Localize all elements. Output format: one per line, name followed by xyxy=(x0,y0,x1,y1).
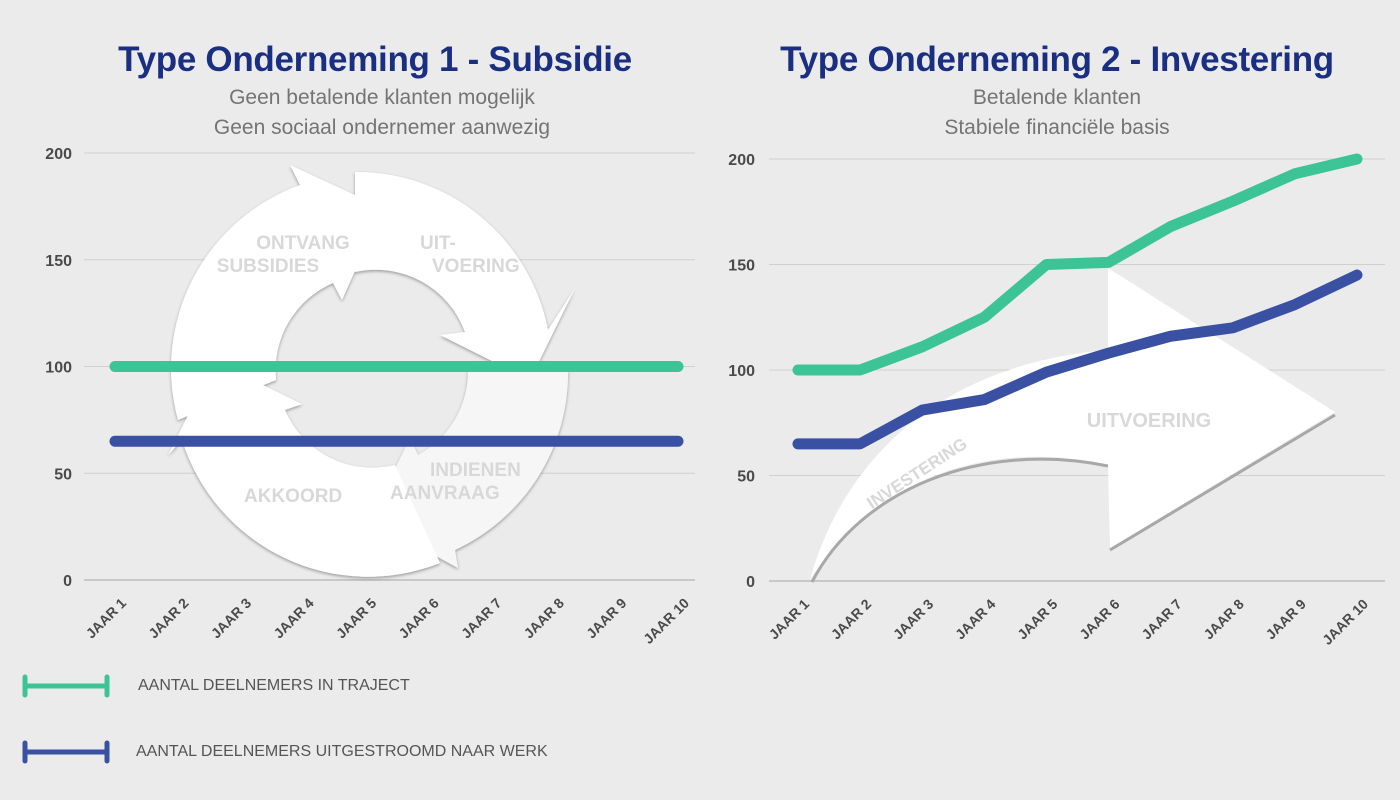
cycle-arrow-bottom-left xyxy=(168,362,440,577)
cycle-arrows-graphic: ONTVANG SUBSIDIES UIT- VOERING INDIENEN … xyxy=(168,165,575,577)
y-tick-label: 150 xyxy=(728,258,755,275)
y-tick-label: 0 xyxy=(746,574,755,591)
cycle-label-subsidies: SUBSIDIES xyxy=(217,256,319,277)
left-chart-subtitle-1: Geen betalende klanten mogelijk xyxy=(229,86,535,109)
x-tick-label: JAAR 9 xyxy=(583,595,630,642)
right-chart-y-axis: 0 50 100 150 200 xyxy=(728,152,755,591)
x-tick-label: JAAR 2 xyxy=(145,595,192,642)
cycle-label-akkoord: AKKOORD xyxy=(244,486,342,507)
series-line-uitgestroomd xyxy=(792,269,1363,450)
right-chart-title: Type Onderneming 2 - Investering xyxy=(780,40,1334,79)
x-tick-label: JAAR 3 xyxy=(890,596,937,643)
series-line-traject xyxy=(792,153,1363,376)
cycle-label-indienen: INDIENEN xyxy=(430,460,521,481)
cycle-arrow-top-left xyxy=(171,165,383,420)
legend-item-traject: AANTAL DEELNEMERS IN TRAJECT xyxy=(22,674,410,698)
arrow-label-uitvoering: UITVOERING xyxy=(1087,410,1211,432)
x-tick-label: JAAR 2 xyxy=(828,596,875,643)
x-tick-label: JAAR 1 xyxy=(766,596,813,643)
y-tick-label: 150 xyxy=(45,253,72,270)
y-tick-label: 100 xyxy=(45,360,72,377)
legend-swatch-blue xyxy=(22,740,110,764)
x-tick-label: JAAR 4 xyxy=(952,596,999,643)
left-chart-title: Type Onderneming 1 - Subsidie xyxy=(118,40,632,79)
x-tick-label: JAAR 10 xyxy=(1319,596,1371,648)
y-tick-label: 0 xyxy=(63,573,72,590)
cycle-arrow-top-right xyxy=(355,171,575,380)
investment-arrow-shape xyxy=(810,268,1335,580)
investment-arrow-shadow-curve xyxy=(810,457,1109,583)
investment-arrow-shadow-edge xyxy=(1109,413,1336,552)
x-tick-label: JAAR 7 xyxy=(1138,596,1185,643)
x-tick-label: JAAR 9 xyxy=(1262,596,1309,643)
x-tick-label: JAAR 5 xyxy=(333,595,380,642)
cycle-label-uit: UIT- xyxy=(420,233,456,254)
right-chart-subtitle-2: Stabiele financiële basis xyxy=(944,116,1170,139)
left-chart-y-axis: 0 50 100 150 200 xyxy=(45,146,72,590)
x-tick-label: JAAR 6 xyxy=(395,595,442,642)
x-tick-label: JAAR 1 xyxy=(83,595,130,642)
y-tick-label: 50 xyxy=(737,469,755,486)
cycle-label-aanvraag: AANVRAAG xyxy=(390,483,500,504)
legend-label-traject: AANTAL DEELNEMERS IN TRAJECT xyxy=(138,677,410,694)
x-tick-label: JAAR 8 xyxy=(520,595,567,642)
x-tick-label: JAAR 10 xyxy=(640,595,692,647)
x-tick-label: JAAR 6 xyxy=(1076,596,1123,643)
x-tick-label: JAAR 4 xyxy=(270,595,317,642)
cycle-label-voering: VOERING xyxy=(432,256,520,277)
left-chart-x-axis: JAAR 1 JAAR 2 JAAR 3 JAAR 4 JAAR 5 JAAR 6 JAAR… xyxy=(83,595,693,647)
y-tick-label: 200 xyxy=(728,152,755,169)
right-chart-subtitle-1: Betalende klanten xyxy=(972,86,1142,109)
x-tick-label: JAAR 3 xyxy=(208,595,255,642)
x-tick-label: JAAR 7 xyxy=(458,595,505,642)
legend-label-uitgestroomd: AANTAL DEELNEMERS UITGESTROOMD NAAR WERK xyxy=(136,743,548,760)
right-chart-x-axis: JAAR 1 JAAR 2 JAAR 3 JAAR 4 JAAR 5 JAAR 6 JAAR… xyxy=(766,596,1372,648)
left-chart-series xyxy=(109,361,684,447)
legend-swatch-green xyxy=(22,674,110,698)
legend-item-uitgestroomd: AANTAL DEELNEMERS UITGESTROOMD NAAR WERK xyxy=(22,740,548,764)
left-chart-subtitle-2: Geen sociaal ondernemer aanwezig xyxy=(213,116,551,139)
right-chart-series xyxy=(792,153,1363,450)
y-tick-label: 200 xyxy=(45,146,72,163)
y-tick-label: 50 xyxy=(54,466,72,483)
y-tick-label: 100 xyxy=(728,363,755,380)
x-tick-label: JAAR 8 xyxy=(1200,596,1247,643)
cycle-label-ontvang: ONTVANG xyxy=(256,233,350,254)
x-tick-label: JAAR 5 xyxy=(1014,596,1061,643)
